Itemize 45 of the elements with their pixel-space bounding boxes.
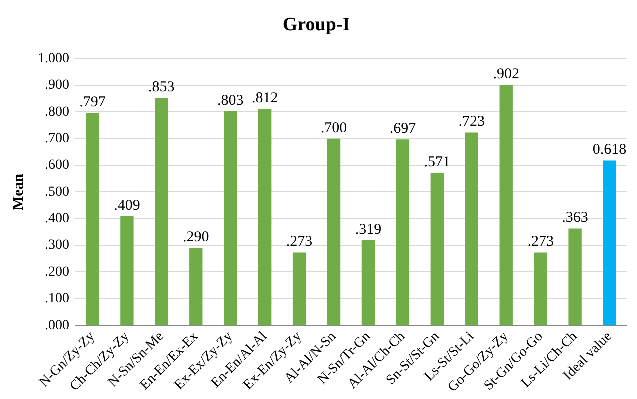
data-label: .273 [286, 234, 313, 250]
data-label: .571 [424, 154, 451, 171]
data-label: .290 [183, 230, 210, 246]
y-axis-title: Mean [10, 173, 27, 211]
bar [362, 240, 376, 326]
data-label: .797 [80, 94, 106, 110]
y-tick-label: .400 [45, 212, 70, 227]
data-label: .723 [458, 114, 486, 130]
bar [396, 140, 410, 326]
y-tick-label: .600 [45, 158, 70, 174]
bar [465, 132, 478, 326]
bar [155, 98, 168, 326]
bar [500, 84, 513, 326]
bar [120, 216, 134, 326]
y-tick-label: .800 [45, 104, 70, 120]
bar [190, 248, 203, 326]
data-label: .803 [217, 92, 244, 109]
bar [603, 160, 616, 326]
bar [327, 138, 341, 326]
bar [430, 173, 444, 326]
bar [86, 112, 100, 326]
chart-title: Group-I [282, 14, 350, 36]
data-label: .700 [320, 120, 348, 136]
y-tick-label: .700 [45, 132, 70, 147]
data-label: .319 [355, 222, 382, 238]
data-label: .273 [528, 234, 554, 250]
bar [292, 252, 306, 326]
bar [568, 228, 582, 326]
data-label: .363 [562, 210, 588, 226]
data-label: .409 [114, 198, 140, 214]
y-tick-label: 1.000 [38, 51, 70, 66]
bar [224, 111, 238, 326]
y-tick-label: .500 [45, 184, 70, 200]
bar [258, 108, 272, 326]
y-tick-label: .300 [45, 238, 70, 254]
y-tick-label: .900 [45, 78, 70, 94]
data-label: .697 [390, 121, 417, 138]
data-label: 0.618 [592, 142, 627, 158]
data-label: .812 [252, 90, 278, 106]
y-tick-label: .100 [45, 292, 70, 307]
data-label: .902 [493, 66, 520, 82]
y-tick-label: .200 [45, 264, 70, 280]
data-label: .853 [148, 79, 175, 96]
y-tick-label: .000 [45, 318, 70, 334]
bar [534, 252, 548, 326]
